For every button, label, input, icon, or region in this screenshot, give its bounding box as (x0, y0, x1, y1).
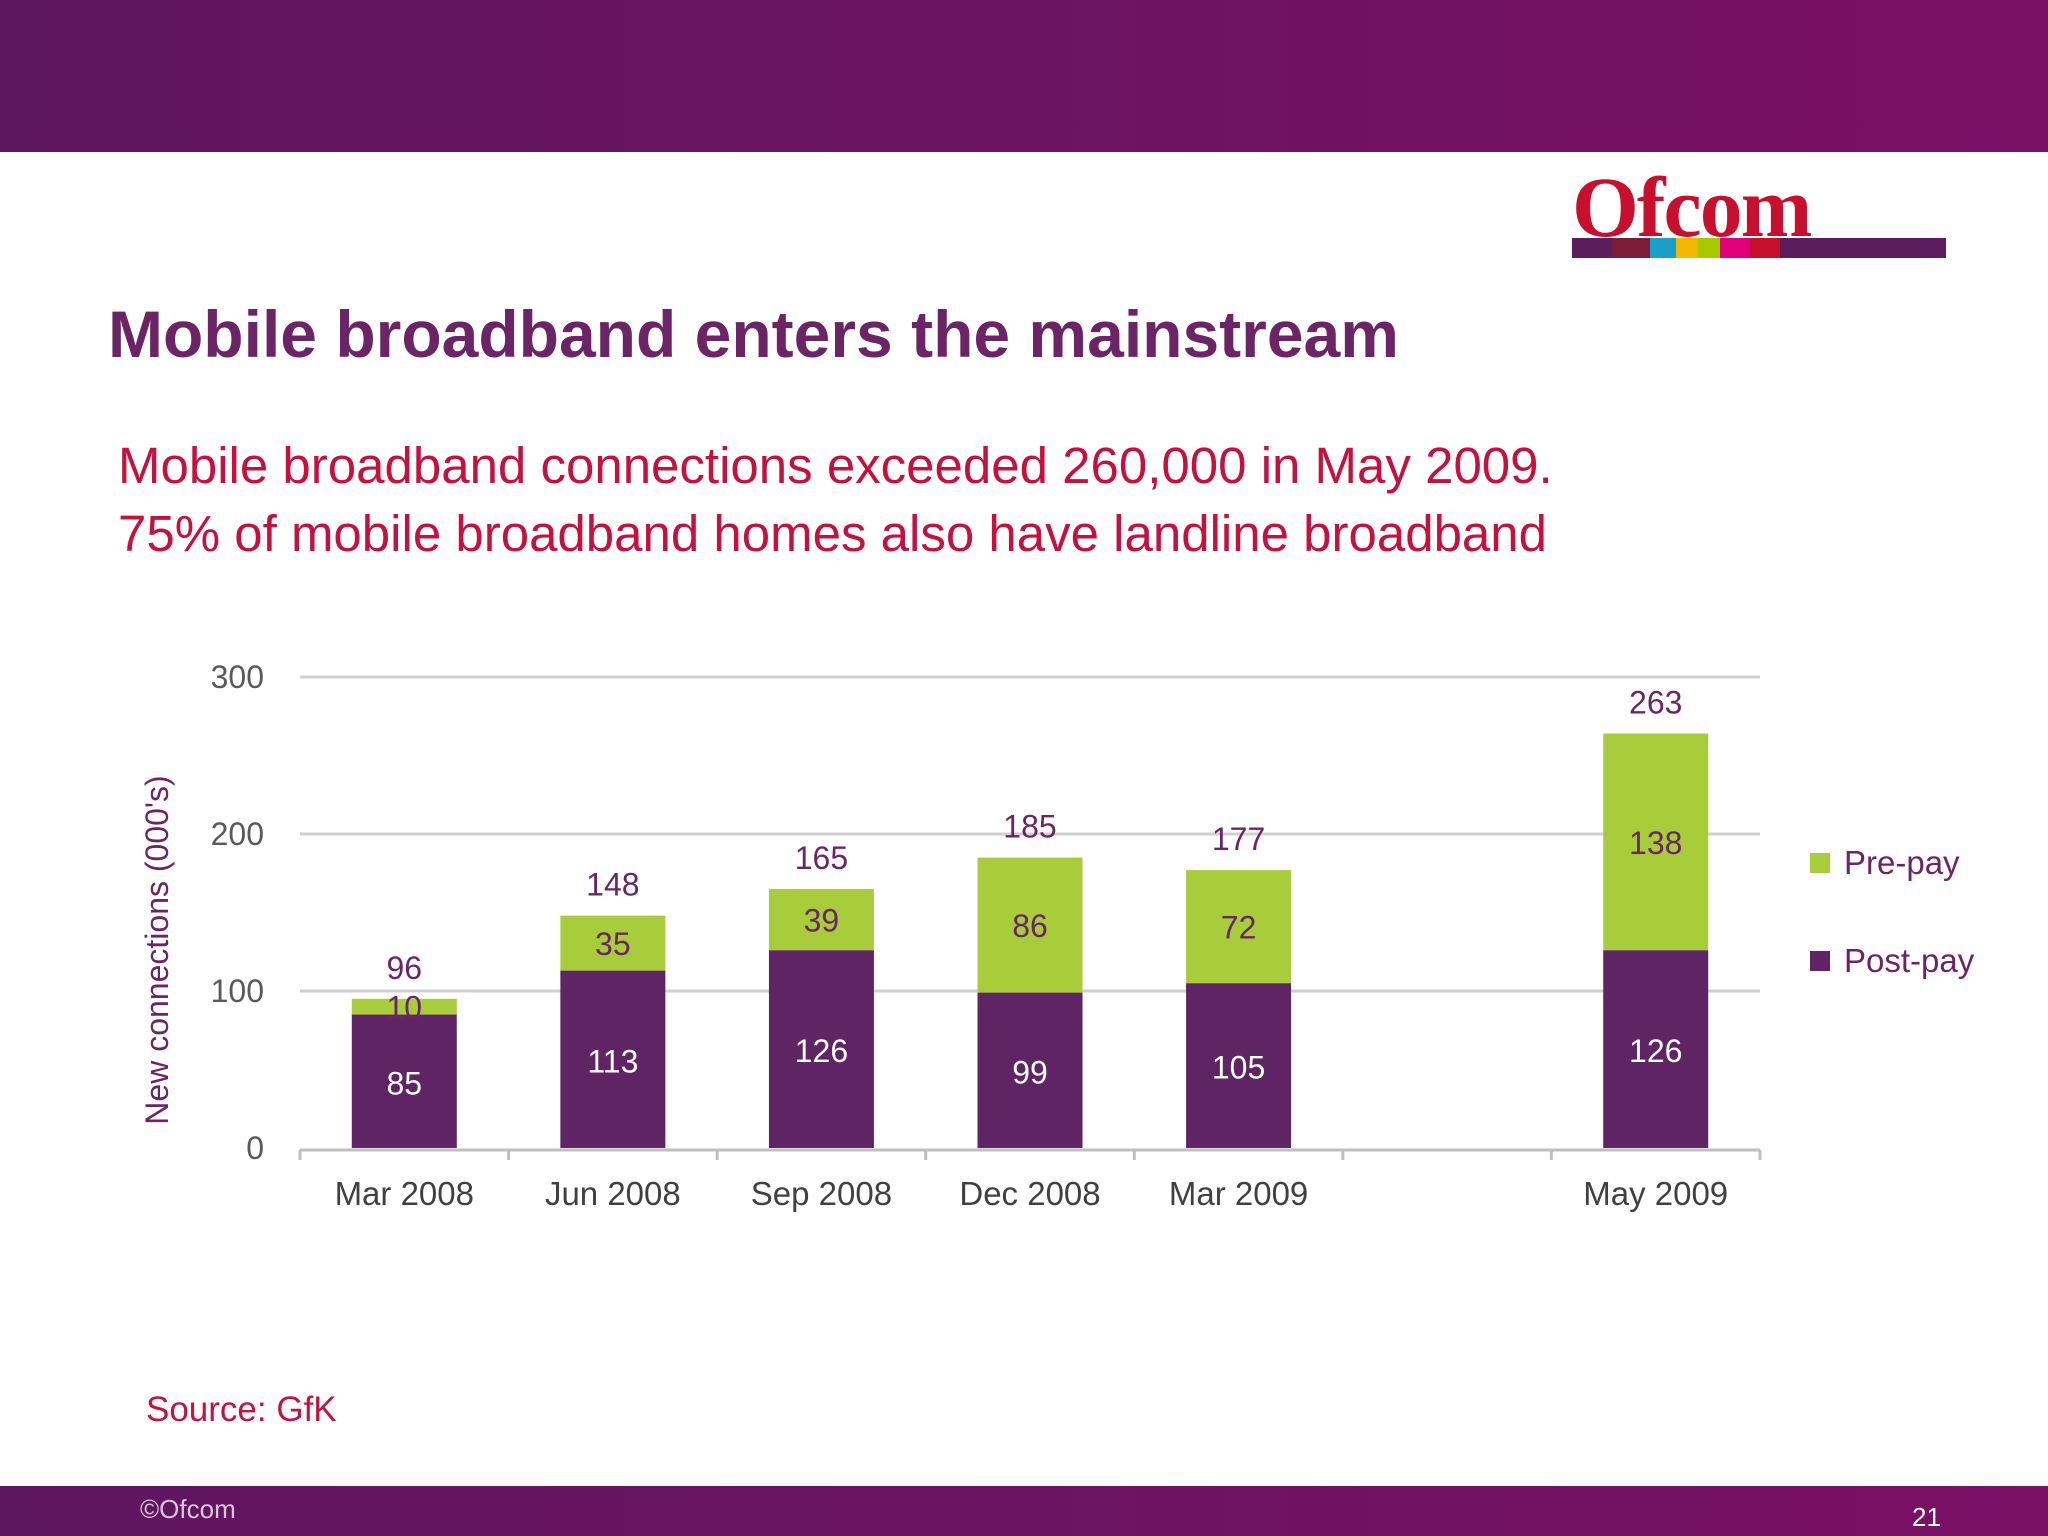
bar-post-pay (977, 992, 1083, 1148)
x-tick-label: Mar 2008 (335, 1175, 474, 1212)
x-tick-label: Mar 2009 (1169, 1175, 1308, 1212)
connections-chart: New connections (000's) 0 100 200 300 Mar 20… (139, 659, 1975, 1212)
data-label-total: 263 (1629, 685, 1682, 721)
logo-stripe-segment (1612, 238, 1650, 258)
data-label-total: 148 (586, 867, 639, 903)
legend-label: Pre-pay (1844, 844, 1960, 881)
bar-post-pay (560, 970, 666, 1148)
bar-pre-pay (768, 888, 874, 951)
data-label-total: 165 (795, 840, 848, 876)
y-tick-label: 300 (211, 659, 264, 695)
logo-stripe-segment (1676, 238, 1698, 258)
source-note: Source: GfK (146, 1390, 337, 1429)
logo-wordmark: Ofcom (1572, 159, 1812, 255)
data-label-pre-pay: 138 (1629, 825, 1682, 861)
x-tick-label: Sep 2008 (751, 1175, 892, 1212)
data-label-post-pay: 126 (795, 1033, 848, 1069)
data-label-post-pay: 85 (386, 1065, 422, 1101)
bar-pre-pay (1603, 733, 1709, 951)
ofcom-logo: Ofcom (1572, 164, 1948, 264)
footer-band (0, 1486, 2048, 1536)
data-label-total: 185 (1003, 809, 1056, 845)
data-label-post-pay: 99 (1012, 1054, 1048, 1090)
footer-copyright: ©Ofcom (140, 1494, 236, 1524)
logo-stripe-segment (1650, 238, 1676, 258)
data-label-pre-pay: 35 (595, 926, 631, 962)
data-label-pre-pay: 72 (1221, 910, 1257, 946)
bar-post-pay (768, 950, 874, 1148)
slide-title: Mobile broadband enters the mainstream (108, 297, 1399, 371)
logo-stripe-segment (1720, 238, 1750, 258)
bar-post-pay (351, 1014, 457, 1148)
x-tick-label: Jun 2008 (545, 1175, 681, 1212)
logo-stripe-segment (1698, 238, 1720, 258)
header-band (0, 0, 2048, 152)
data-label-post-pay: 105 (1212, 1050, 1265, 1086)
data-label-post-pay: 113 (587, 1043, 638, 1079)
y-tick-label: 0 (246, 1130, 264, 1166)
logo-stripe-segment (1750, 238, 1780, 258)
bar-post-pay (1603, 950, 1709, 1148)
bar-pre-pay (560, 915, 666, 971)
slide-subtitle: Mobile broadband connections exceeded 26… (118, 432, 1553, 568)
data-label-total: 177 (1212, 821, 1265, 857)
data-label-pre-pay: 86 (1012, 908, 1048, 944)
y-tick-label: 200 (211, 816, 264, 852)
data-label-total: 96 (386, 950, 422, 986)
logo-stripe-segment (1572, 238, 1612, 258)
data-label-post-pay: 126 (1629, 1033, 1682, 1069)
x-tick-label: Dec 2008 (959, 1175, 1100, 1212)
bar-pre-pay (977, 857, 1083, 993)
x-tick-label: May 2009 (1583, 1175, 1728, 1212)
legend-swatch (1810, 951, 1830, 971)
y-tick-label: 100 (211, 973, 264, 1009)
legend-swatch (1810, 853, 1830, 873)
bar-post-pay (1186, 983, 1292, 1148)
y-axis-label: New connections (000's) (139, 775, 175, 1124)
legend-label: Post-pay (1844, 942, 1975, 979)
subtitle-line-2: 75% of mobile broadband homes also have … (118, 505, 1548, 562)
bar-pre-pay (1186, 870, 1292, 984)
bar-pre-pay (351, 998, 457, 1015)
data-label-pre-pay: 39 (804, 903, 840, 939)
logo-stripe-segment (1780, 238, 1946, 258)
logo-stripe (1572, 238, 1946, 258)
data-label-pre-pay: 10 (386, 990, 422, 1026)
page-number: 21 (1912, 1502, 1941, 1532)
subtitle-line-1: Mobile broadband connections exceeded 26… (118, 437, 1553, 494)
